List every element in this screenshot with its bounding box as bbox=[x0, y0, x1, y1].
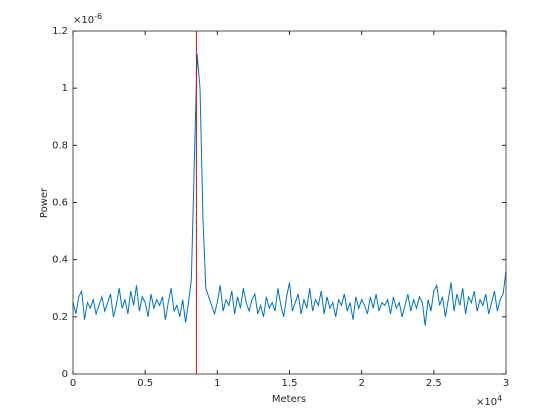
y-tick-label: 0 bbox=[62, 369, 68, 380]
x-tick-label: 3 bbox=[503, 378, 509, 389]
x-axis-label: Meters bbox=[272, 394, 306, 405]
y-tick-label: 0.2 bbox=[52, 312, 68, 323]
x-multiplier: ×104 bbox=[476, 394, 502, 409]
y-multiplier-base: ×10 bbox=[73, 15, 94, 26]
y-multiplier-exponent: -6 bbox=[94, 12, 102, 21]
x-tick-label: 0.5 bbox=[137, 378, 153, 389]
y-multiplier: ×10-6 bbox=[73, 12, 102, 27]
x-multiplier-base: ×10 bbox=[476, 397, 497, 408]
data-line bbox=[72, 53, 507, 326]
x-tick-label: 2.5 bbox=[426, 378, 442, 389]
x-tick-label: 1.5 bbox=[282, 378, 298, 389]
y-tick-label: 0.6 bbox=[52, 198, 68, 209]
y-tick-label: 0.8 bbox=[52, 140, 68, 151]
y-tick-label: 1.2 bbox=[52, 26, 68, 37]
x-tick-label: 0 bbox=[70, 378, 76, 389]
x-tick-label: 1 bbox=[214, 378, 220, 389]
x-multiplier-exponent: 4 bbox=[497, 394, 502, 403]
x-tick-label: 2 bbox=[358, 378, 364, 389]
axes-box bbox=[72, 30, 507, 375]
y-tick-label: 1 bbox=[62, 83, 68, 94]
y-tick-label: 0.4 bbox=[52, 255, 68, 266]
y-axis-label: Power bbox=[39, 187, 50, 218]
